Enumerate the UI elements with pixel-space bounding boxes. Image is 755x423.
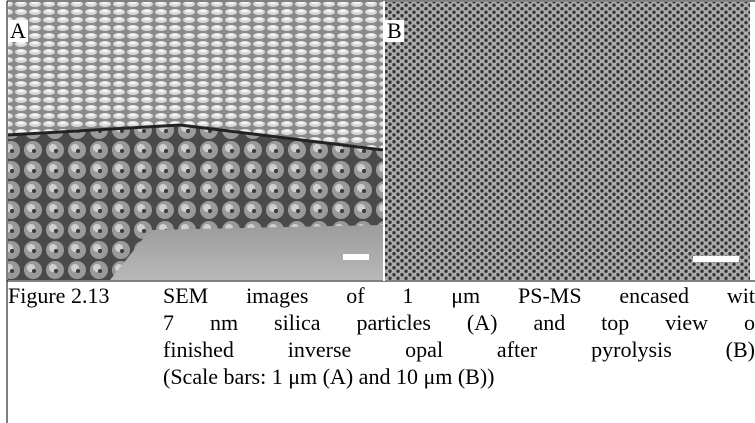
sem-image-a	[8, 2, 383, 280]
caption-number: Figure 2.13	[8, 282, 109, 309]
caption-line: finished inverse opal after pyrolysis (B…	[163, 336, 755, 363]
caption-line: SEM images of 1 μm PS-MS encased wit	[163, 282, 755, 309]
page: A B Figure 2.13 SEM images of 1 μm PS-MS…	[0, 0, 755, 423]
sem-image-b	[385, 2, 750, 280]
caption-line: (Scale bars: 1 μm (A) and 10 μm (B))	[163, 363, 755, 390]
panel-label: A	[8, 20, 28, 42]
panel-label: B	[385, 20, 404, 42]
caption-line: 7 nm silica particles (A) and top view o	[163, 309, 755, 336]
